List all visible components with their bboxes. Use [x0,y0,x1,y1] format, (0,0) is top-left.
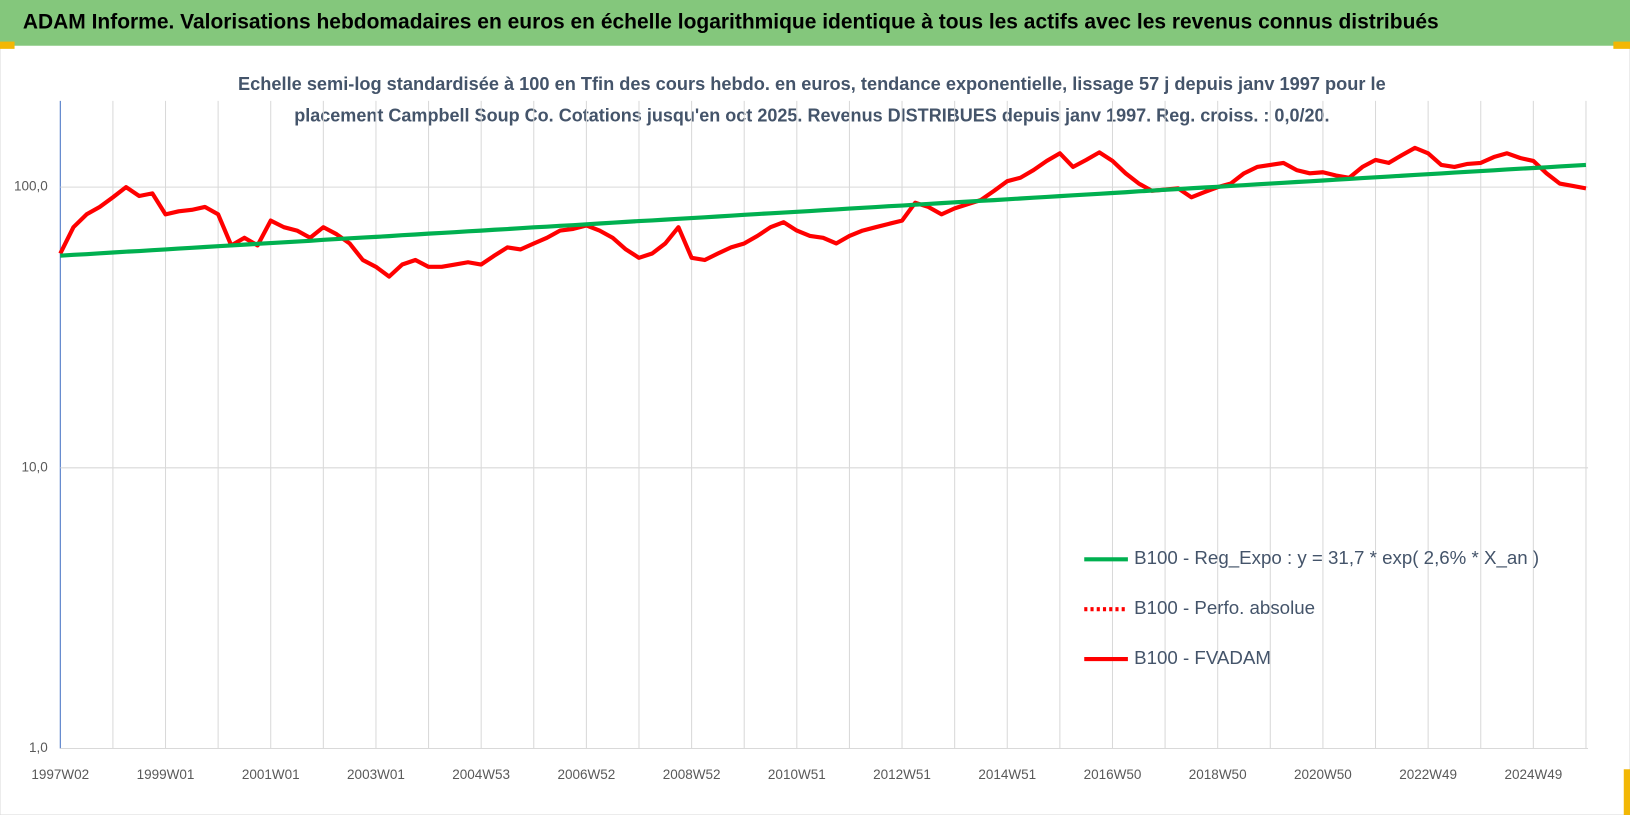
corner [0,41,15,49]
x-tick-label: 2004W53 [452,767,510,782]
x-tick-label: 2001W01 [242,767,300,782]
series-line [60,162,1587,258]
y-tick-label: 1,0 [29,740,48,755]
chart-title: ADAM Informe. Valorisations hebdomadaire… [23,10,1439,33]
x-tick-label: 2018W50 [1189,767,1247,782]
x-tick-label: 2014W51 [978,767,1036,782]
header-bar [0,0,1630,46]
legend-label: B100 - FVADAM [1134,647,1271,668]
x-tick-label: 2010W51 [768,767,826,782]
y-tick-label: 100,0 [14,179,48,194]
x-tick-label: 2008W52 [663,767,721,782]
legend-label: B100 - Perfo. absolue [1134,597,1315,618]
x-tick-label: 2020W50 [1294,767,1352,782]
x-tick-label: 2024W49 [1504,767,1562,782]
x-tick-label: 2006W52 [557,767,615,782]
corner [1613,41,1630,49]
x-tick-label: 2003W01 [347,767,405,782]
x-tick-label: 1999W01 [137,767,195,782]
x-tick-label: 2012W51 [873,767,931,782]
chart-subtitle: Echelle semi-log standardisée à 100 en T… [238,73,1386,94]
y-tick-label: 10,0 [22,459,48,474]
series-line [58,145,1587,279]
x-tick-label: 2016W50 [1084,767,1142,782]
legend-label: B100 - Reg_Expo : y = 31,7 * exp( 2,6% *… [1134,547,1539,569]
corner [1623,769,1630,815]
x-tick-label: 2022W49 [1399,767,1457,782]
chart-subtitle: placement Campbell Soup Co. Cotations ju… [294,104,1329,125]
x-tick-label: 1997W02 [31,767,89,782]
